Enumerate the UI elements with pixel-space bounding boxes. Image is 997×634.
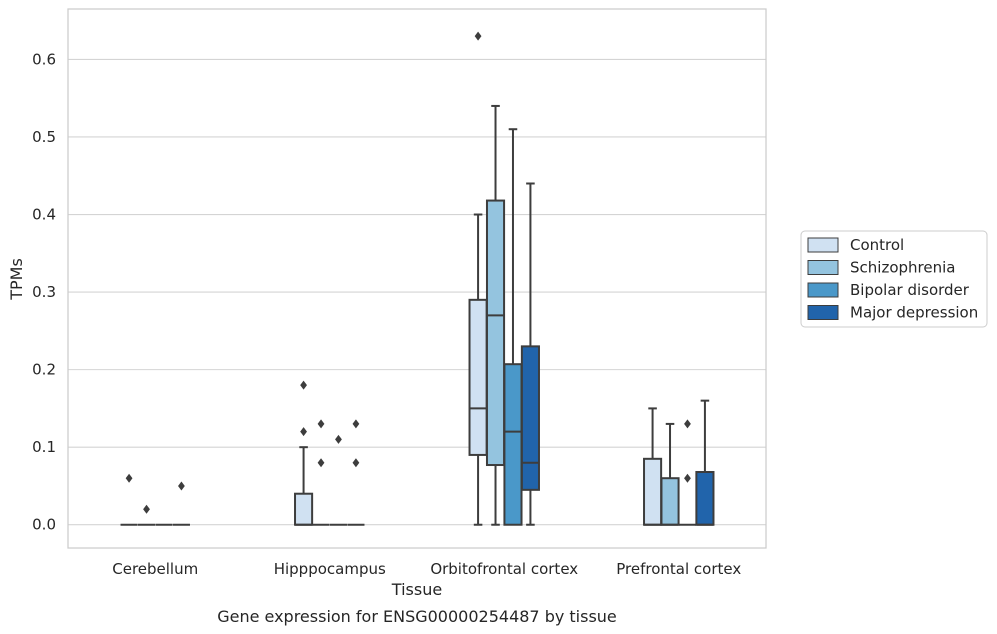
legend-label: Bipolar disorder	[850, 281, 970, 299]
box-body	[643, 457, 663, 526]
outlier-point	[300, 427, 307, 437]
box	[347, 419, 365, 526]
y-tick-label: 0.5	[32, 128, 56, 146]
outlier-point	[125, 473, 133, 483]
series-major-depression	[172, 182, 715, 526]
outlier-point	[317, 458, 325, 468]
box-body	[468, 298, 488, 456]
legend-swatch	[807, 260, 839, 275]
figure-caption: Gene expression for ENSG00000254487 by t…	[217, 607, 617, 626]
box-plot-series	[120, 31, 715, 526]
legend: Control Schizophrenia Bipolar disorder Majo…	[800, 230, 988, 328]
x-tick-labels: Cerebellum Hipppocampus Orbitofrontal cort…	[112, 560, 741, 578]
box	[695, 399, 715, 526]
box-body	[503, 363, 523, 526]
box-body	[485, 199, 506, 467]
y-tick-label: 0.1	[32, 438, 56, 456]
legend-label: Control	[850, 236, 904, 254]
series-schizophrenia	[137, 104, 680, 526]
outlier-point	[335, 434, 342, 444]
box-body	[294, 492, 314, 526]
x-tick-label: Hipppocampus	[274, 560, 386, 578]
y-axis-label: TPMs	[7, 258, 26, 301]
legend-item: Schizophrenia	[807, 259, 955, 277]
outlier-point	[143, 504, 150, 514]
series-control	[120, 31, 663, 526]
x-tick-label: Prefrontal cortex	[616, 560, 741, 578]
legend-item: Bipolar disorder	[807, 281, 970, 299]
box	[137, 504, 156, 526]
grid-lines	[68, 58, 766, 526]
legend-frame	[800, 230, 988, 328]
box	[312, 419, 330, 526]
x-tick-label: Cerebellum	[112, 560, 198, 578]
box	[120, 473, 138, 526]
legend-item: Control	[807, 236, 904, 254]
outlier-point	[300, 380, 307, 390]
y-tick-label: 0.3	[32, 283, 56, 301]
box	[678, 419, 697, 526]
box-body	[660, 477, 680, 526]
y-tick-label: 0.2	[32, 361, 56, 379]
box	[294, 380, 314, 526]
outlier-point	[352, 458, 360, 468]
box	[485, 104, 506, 526]
box	[660, 422, 680, 526]
outlier-point	[178, 481, 185, 491]
legend-label: Schizophrenia	[850, 259, 955, 277]
outlier-point	[474, 31, 482, 41]
legend-swatch	[807, 237, 839, 253]
plot-frame	[67, 8, 767, 549]
box	[329, 434, 348, 526]
x-axis-label: Tissue	[391, 580, 442, 599]
legend-swatch	[807, 282, 839, 298]
box	[643, 407, 663, 526]
y-tick-label: 0.6	[32, 50, 56, 68]
box	[468, 31, 488, 526]
legend-label: Major depression	[850, 304, 978, 322]
box-body	[695, 470, 715, 526]
y-tick-label: 0.0	[32, 516, 56, 534]
box	[503, 128, 523, 526]
outlier-point	[684, 419, 691, 429]
outlier-point	[684, 473, 691, 483]
x-tick-label: Orbitofrontal cortex	[430, 560, 578, 578]
legend-swatch	[807, 305, 839, 320]
box	[172, 481, 190, 526]
y-tick-label: 0.4	[32, 206, 56, 224]
series-bipolar-disorder	[155, 128, 697, 526]
legend-item: Major depression	[807, 304, 978, 322]
y-tick-labels: 0.0 0.1 0.2 0.3 0.4 0.5 0.6	[32, 50, 56, 533]
box-body	[520, 345, 540, 491]
outlier-point	[317, 419, 325, 429]
box	[520, 182, 540, 526]
outlier-point	[352, 419, 360, 429]
